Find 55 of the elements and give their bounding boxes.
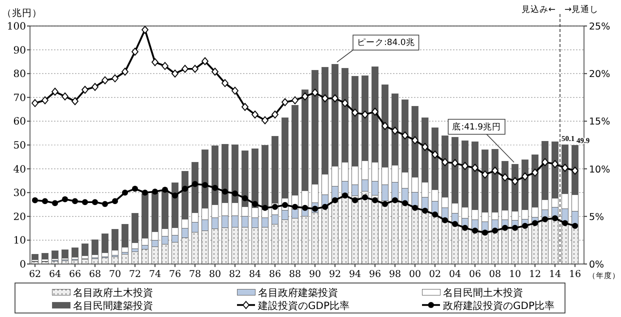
- y-tick-label: 30: [13, 188, 26, 200]
- x-tick-label: 06: [468, 269, 482, 280]
- y-tick-label: 50: [13, 140, 26, 152]
- y2-tick-label: 10%: [589, 164, 610, 176]
- x-tick-label: 72: [128, 269, 142, 280]
- y-tick-label: 40: [13, 164, 26, 176]
- x-tick-label: 02: [428, 269, 442, 280]
- x-tick-label: 16: [568, 269, 582, 280]
- y-tick-label: 10: [13, 236, 26, 247]
- x-tick-label: 70: [108, 269, 122, 280]
- x-tick-label: 08: [488, 269, 502, 280]
- legend-label: 名目政府建築投資: [258, 287, 338, 299]
- annotation: 底:41.9兆円: [452, 121, 501, 132]
- y2-tick-label: 0%: [589, 260, 604, 270]
- y-tick-label: 60: [13, 116, 26, 128]
- x-tick-label: 84: [248, 269, 262, 280]
- x-tick-label: 74: [148, 269, 162, 280]
- x-tick-label: 80: [208, 269, 222, 280]
- y-tick-label: 100: [6, 22, 26, 32]
- x-tick-label: 98: [388, 269, 402, 280]
- x-tick-label: 78: [188, 269, 202, 280]
- y2-tick-label: 20%: [589, 69, 610, 80]
- y-axis-title: （兆円）: [2, 7, 42, 19]
- x-tick-label: 82: [228, 269, 242, 280]
- legend-label: 建設投資のGDP比率: [257, 300, 350, 312]
- y-tick-label: 70: [13, 92, 26, 104]
- legend-label: 名目民間土木投資: [443, 287, 523, 299]
- annotation: ピーク:84.0兆: [357, 37, 415, 48]
- legend-label: 名目民間建築投資: [73, 300, 153, 312]
- x-tick-label: 68: [88, 269, 102, 280]
- x-tick-label: 14: [548, 269, 562, 280]
- x-tick-label: 04: [448, 269, 462, 280]
- x-tick-label: 12: [528, 269, 542, 280]
- y2-tick-label: 25%: [589, 22, 610, 32]
- x-tick-label: 76: [168, 269, 182, 280]
- y2-tick-label: 5%: [589, 212, 604, 223]
- x-tick-label: 88: [288, 269, 302, 280]
- y-tick-label: 0: [20, 260, 26, 270]
- ref-line-label: 見込み← →見通し: [521, 4, 599, 15]
- x-tick-label: 00: [408, 269, 422, 280]
- x-tick-label: 94: [348, 269, 362, 280]
- x-tick-label: 92: [328, 269, 342, 280]
- y-tick-label: 20: [13, 212, 26, 223]
- x-tick-label: 96: [368, 269, 382, 280]
- x-tick-label: 62: [28, 269, 42, 280]
- y-tick-label: 90: [13, 45, 26, 56]
- y2-tick-label: 15%: [589, 116, 610, 128]
- legend-label: 名目政府土木投資: [73, 287, 153, 299]
- y-tick-label: 80: [13, 69, 26, 80]
- legend-label: 政府建設投資のGDP比率: [443, 300, 554, 312]
- x-tick-label: 90: [308, 269, 322, 280]
- x-tick-label: 64: [48, 269, 62, 280]
- x-tick-label: 86: [268, 269, 282, 280]
- x-tick-label: 10: [508, 269, 522, 280]
- x-tick-label: 66: [68, 269, 82, 280]
